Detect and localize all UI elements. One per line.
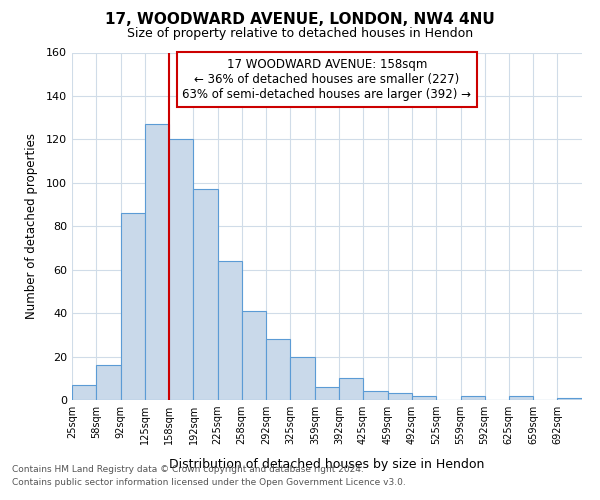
X-axis label: Distribution of detached houses by size in Hendon: Distribution of detached houses by size … <box>169 458 485 471</box>
Bar <box>315 387 339 400</box>
Bar <box>266 339 290 400</box>
Bar <box>290 356 315 400</box>
Bar <box>461 396 485 400</box>
Bar <box>72 385 96 400</box>
Text: 17, WOODWARD AVENUE, LONDON, NW4 4NU: 17, WOODWARD AVENUE, LONDON, NW4 4NU <box>105 12 495 28</box>
Text: 17 WOODWARD AVENUE: 158sqm
← 36% of detached houses are smaller (227)
63% of sem: 17 WOODWARD AVENUE: 158sqm ← 36% of deta… <box>182 58 472 100</box>
Text: Contains public sector information licensed under the Open Government Licence v3: Contains public sector information licen… <box>12 478 406 487</box>
Text: Contains HM Land Registry data © Crown copyright and database right 2024.: Contains HM Land Registry data © Crown c… <box>12 466 364 474</box>
Bar <box>412 396 436 400</box>
Bar <box>363 392 388 400</box>
Bar <box>388 394 412 400</box>
Bar <box>218 261 242 400</box>
Text: Size of property relative to detached houses in Hendon: Size of property relative to detached ho… <box>127 28 473 40</box>
Y-axis label: Number of detached properties: Number of detached properties <box>25 133 38 320</box>
Bar <box>557 398 582 400</box>
Bar <box>509 396 533 400</box>
Bar <box>169 140 193 400</box>
Bar <box>193 190 218 400</box>
Bar <box>121 213 145 400</box>
Bar <box>145 124 169 400</box>
Bar <box>242 311 266 400</box>
Bar <box>96 365 121 400</box>
Bar <box>339 378 363 400</box>
